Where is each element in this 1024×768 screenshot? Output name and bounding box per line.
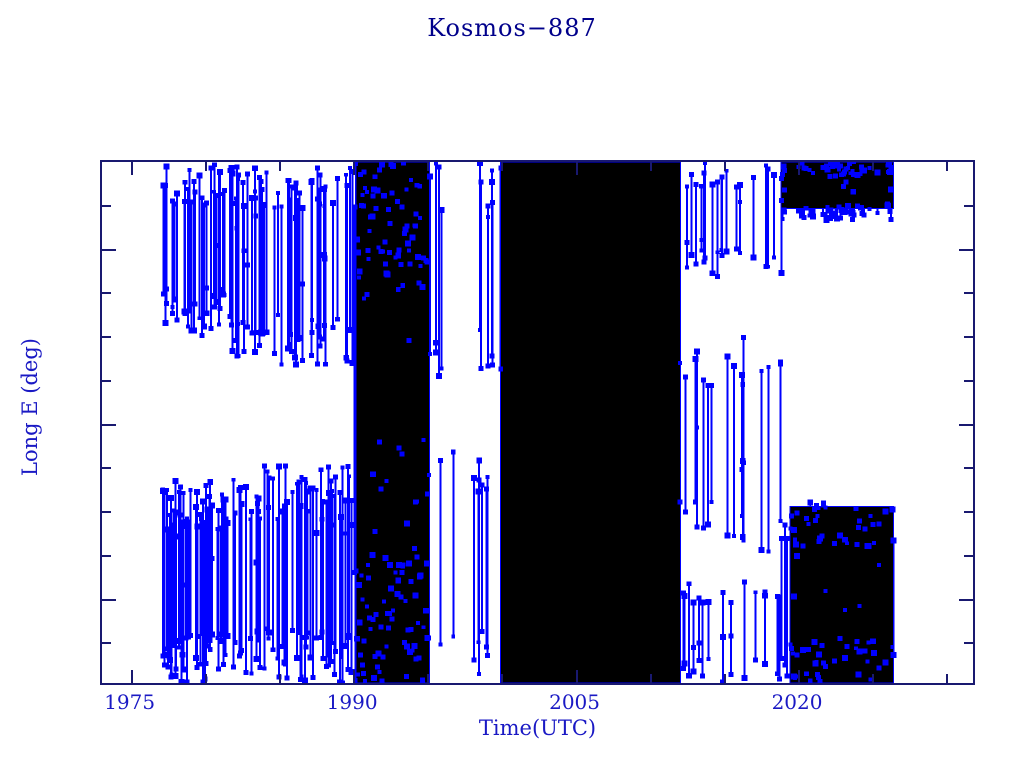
y-tick-right-90 — [964, 292, 973, 295]
y-tick-right--120 — [959, 598, 973, 601]
x-tick-2020 — [798, 670, 801, 683]
x-tick-1980 — [204, 674, 207, 683]
y-tick-right--90 — [964, 554, 973, 557]
x-axis-label: Time(UTC) — [478, 716, 597, 740]
y-tick-right-120 — [959, 248, 973, 251]
y-tick-right--60 — [964, 511, 973, 513]
x-tick-2030 — [946, 674, 949, 683]
x-tick-label-2005: 2005 — [549, 690, 601, 714]
x-tick-top-2020 — [798, 162, 801, 175]
x-tick-top-1985 — [278, 162, 281, 171]
data-series-layer — [159, 162, 897, 683]
y-tick-90 — [102, 292, 111, 295]
y-tick-right-30 — [964, 379, 973, 382]
x-tick-top-2030 — [946, 162, 949, 171]
x-tick-top-2010 — [649, 162, 652, 171]
x-tick-2025 — [872, 674, 875, 683]
y-axis-label: Long E (deg) — [18, 338, 42, 476]
y-tick-right--150 — [964, 642, 973, 645]
y-tick-right--30 — [964, 467, 973, 470]
x-tick-2000 — [501, 674, 504, 683]
x-tick-top-2005 — [575, 162, 578, 175]
y-tick--30 — [102, 467, 111, 470]
x-tick-label-1975: 1975 — [104, 690, 156, 714]
x-tick-top-1980 — [204, 162, 207, 171]
x-tick-1985 — [278, 674, 281, 683]
x-tick-top-1975 — [130, 162, 133, 175]
x-tick-top-1995 — [427, 162, 430, 171]
y-tick--150 — [102, 642, 111, 645]
x-tick-2015 — [723, 674, 726, 683]
y-tick-right-60 — [964, 336, 973, 338]
x-tick-top-2025 — [872, 162, 875, 171]
x-tick-2010 — [649, 674, 652, 683]
page-title: Kosmos−887 — [427, 14, 597, 42]
x-tick-top-2015 — [723, 162, 726, 171]
series-connector-lines — [161, 162, 895, 683]
x-tick-top-1990 — [353, 162, 356, 175]
y-tick--90 — [102, 554, 111, 557]
plot-clip-region — [102, 162, 973, 683]
x-tick-label-2020: 2020 — [771, 690, 823, 714]
series-markers — [159, 162, 897, 683]
x-tick-1995 — [427, 674, 430, 683]
y-tick-60 — [102, 336, 111, 338]
y-tick--120 — [102, 598, 116, 601]
y-tick--60 — [102, 511, 111, 513]
y-tick-right-150 — [964, 204, 973, 207]
x-tick-top-2000 — [501, 162, 504, 171]
x-tick-label-1990: 1990 — [326, 690, 378, 714]
y-tick-right-0 — [959, 423, 973, 426]
y-tick-150 — [102, 204, 111, 207]
plot-axes-frame — [100, 160, 975, 685]
y-tick-0 — [102, 423, 116, 426]
y-tick-30 — [102, 379, 111, 382]
x-tick-1990 — [353, 670, 356, 683]
x-tick-1975 — [130, 670, 133, 683]
x-tick-2005 — [575, 670, 578, 683]
y-tick-120 — [102, 248, 116, 251]
